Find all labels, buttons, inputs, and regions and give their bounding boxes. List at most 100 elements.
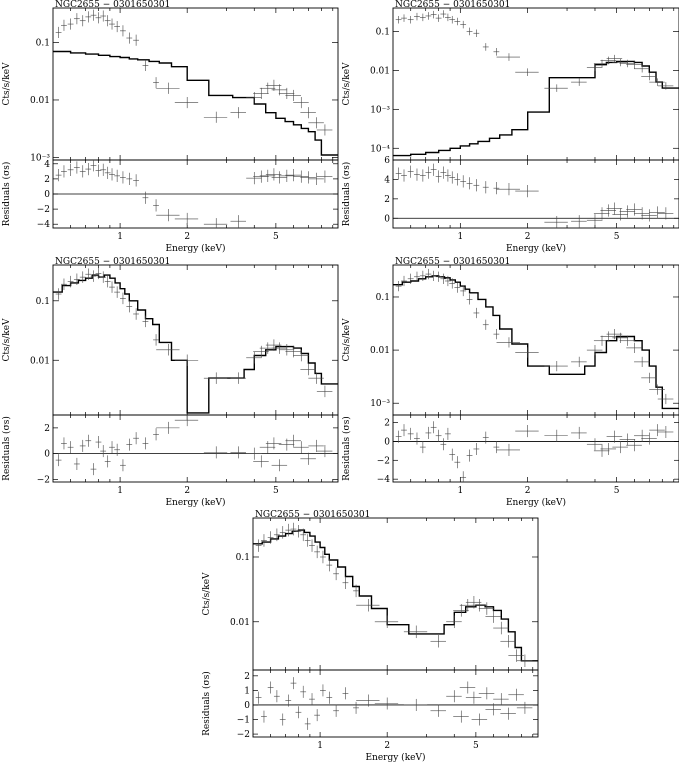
residual-point [473, 442, 480, 456]
residual-point [606, 202, 623, 215]
data-point [73, 273, 80, 286]
data-point [133, 308, 139, 320]
y-tick-label: 0.01 [230, 618, 250, 628]
residual-point [496, 183, 520, 196]
residual-point [300, 171, 316, 184]
data-point [493, 621, 509, 635]
residual-point [156, 209, 180, 222]
data-point [308, 117, 324, 129]
data-point [316, 385, 333, 398]
residual-point [267, 681, 274, 694]
spectrum-points [55, 267, 333, 398]
r-tick-label: −4 [37, 220, 51, 230]
data-point [435, 271, 442, 282]
residual-point [95, 436, 102, 449]
residual-point [454, 173, 461, 186]
data-point [259, 82, 276, 94]
data-point [449, 278, 456, 289]
r-tick-label: 2 [244, 672, 250, 682]
residual-point [271, 459, 288, 472]
residual-point [271, 171, 288, 184]
panel-title: NGC2655 − 0301650301 [55, 257, 170, 267]
x-tick-label: 1 [117, 486, 123, 496]
residual-point [649, 424, 665, 437]
residual-point [460, 471, 467, 482]
residual-points [395, 163, 674, 228]
residual-point [571, 426, 587, 439]
residual-frame [392, 159, 679, 229]
y-axis-label: Cts/s/keV [2, 318, 12, 362]
residual-point [478, 687, 495, 700]
residual-point [634, 429, 650, 442]
residual-point [619, 205, 636, 218]
r-tick-label: −2 [37, 205, 50, 215]
x-tick-label: 1 [457, 232, 463, 242]
residual-point [453, 710, 469, 723]
data-point [453, 604, 469, 617]
residual-point [73, 161, 80, 174]
data-point [273, 528, 280, 542]
spectrum-points [55, 9, 333, 136]
residual-point [571, 215, 587, 228]
data-point [293, 97, 309, 109]
residual-point [142, 437, 149, 450]
residual-point [515, 425, 539, 438]
data-point [496, 53, 520, 61]
residual-point [515, 184, 539, 198]
data-point [253, 87, 269, 99]
residual-point [174, 415, 199, 427]
residual-point [326, 691, 333, 704]
data-point [156, 82, 180, 94]
data-point [90, 9, 97, 21]
data-point [612, 332, 628, 344]
residual-point [425, 166, 432, 179]
residual-point [174, 212, 199, 226]
data-point [626, 342, 642, 354]
y-tick-label: 0.01 [370, 66, 390, 76]
data-point [120, 292, 126, 305]
data-point [126, 32, 133, 44]
data-point [485, 610, 501, 623]
residual-point [261, 710, 267, 723]
r-tick-label: 6 [384, 156, 390, 166]
residual-point [619, 433, 636, 446]
r-tick-label: 1 [244, 686, 250, 696]
panel-1: NGC2655 − 0301650301 1 2 5 10⁻³ 0.01 0.1 −4 −2 0 2… [1, 0, 339, 254]
data-point [142, 315, 149, 328]
data-point [425, 12, 432, 20]
residual-point [285, 694, 292, 707]
data-point [395, 280, 402, 292]
residual-point [466, 449, 473, 462]
residual-point [316, 170, 333, 183]
residual-point [133, 174, 139, 187]
residual-point [440, 438, 447, 451]
data-point [353, 584, 359, 598]
y-axis-label: Cts/s/keV [342, 62, 352, 106]
residual-point [265, 437, 282, 450]
residual-axis-label: Residuals (σs) [341, 416, 352, 481]
residual-point [279, 713, 286, 726]
r-tick-label: 0 [244, 701, 250, 711]
data-point [619, 59, 636, 68]
residual-point [265, 168, 282, 181]
data-point [634, 356, 650, 368]
residual-point [61, 437, 67, 450]
residual-point [203, 446, 228, 459]
spectrum-frame [252, 517, 539, 671]
data-point [300, 528, 307, 542]
data-point [460, 20, 467, 29]
residual-point [493, 182, 500, 195]
data-point [300, 107, 316, 119]
data-point [279, 526, 286, 539]
data-point [440, 10, 447, 18]
y-tick-label: 10⁻³ [30, 153, 50, 163]
residual-point [120, 171, 126, 184]
x-axis-label: Energy (keV) [506, 497, 566, 508]
y-axis-label: Cts/s/keV [2, 62, 12, 106]
data-point [435, 14, 442, 22]
residual-point [293, 441, 309, 454]
residual-point [493, 441, 500, 454]
data-point [285, 523, 292, 537]
data-point [606, 328, 623, 340]
data-point [496, 337, 520, 348]
